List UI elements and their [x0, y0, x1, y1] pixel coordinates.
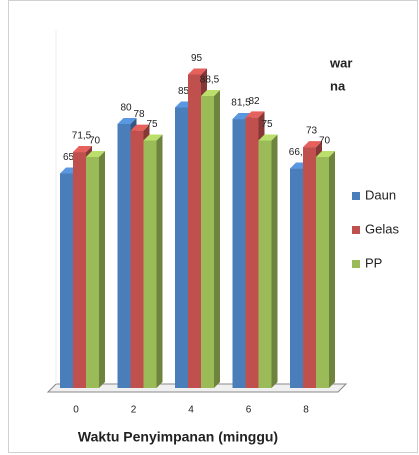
data-label: 85	[178, 86, 190, 97]
chart-title: war	[329, 55, 352, 70]
bar-top	[143, 134, 163, 141]
bar	[175, 107, 188, 388]
bar-top	[117, 118, 137, 124]
x-tick-label: 4	[188, 405, 194, 416]
bar-top	[258, 134, 278, 141]
bar-side	[329, 151, 335, 388]
data-label: 95	[191, 53, 203, 64]
bar-side	[156, 134, 163, 388]
x-tick-label: 6	[246, 405, 252, 416]
x-tick-label: 2	[131, 405, 137, 416]
bar	[117, 124, 131, 388]
data-label: 81,5	[231, 98, 251, 109]
data-label: 75	[261, 119, 273, 130]
data-label: 65	[63, 152, 75, 163]
frame	[8, 0, 418, 453]
data-label: 66,5	[289, 147, 309, 158]
bar	[188, 74, 201, 388]
bar-side	[271, 134, 278, 388]
bar	[258, 140, 272, 388]
bar-top	[86, 151, 105, 157]
bar-top	[73, 146, 92, 153]
data-label: 75	[146, 119, 158, 130]
bar	[60, 173, 73, 388]
legend-swatch	[352, 226, 360, 234]
data-label: 70	[319, 136, 331, 147]
bar-top	[130, 124, 150, 131]
bar-top	[316, 151, 335, 157]
legend-swatch	[352, 260, 360, 268]
data-label: 82	[248, 96, 260, 107]
chart-title: na	[330, 78, 346, 93]
data-label: 73	[306, 126, 318, 137]
bar-top	[303, 141, 322, 148]
data-label: 80	[120, 103, 132, 114]
bar	[303, 147, 316, 388]
bar	[316, 157, 329, 388]
bar	[232, 119, 246, 389]
bar	[143, 140, 157, 388]
x-tick-label: 0	[73, 405, 79, 416]
legend-label: PP	[365, 255, 382, 270]
bar	[73, 152, 86, 388]
legend-label: Gelas	[365, 221, 399, 236]
x-tick-label: 8	[303, 405, 309, 416]
bar	[130, 130, 144, 388]
bar	[201, 95, 214, 388]
bar	[290, 168, 303, 388]
legend-swatch	[352, 192, 360, 200]
bar-side	[214, 89, 220, 388]
bar	[86, 157, 99, 388]
bar-top	[245, 111, 265, 118]
data-label: 78	[133, 109, 145, 120]
data-label: 88,5	[200, 75, 220, 86]
bar-top	[188, 68, 207, 75]
bar	[245, 117, 259, 389]
data-label: 71,5	[72, 131, 92, 142]
bar-side	[99, 151, 105, 388]
data-label: 70	[89, 136, 101, 147]
x-axis-title: Waktu Penyimpanan (minggu)	[78, 429, 278, 445]
bar-top	[201, 89, 220, 96]
legend-label: Daun	[365, 187, 396, 202]
